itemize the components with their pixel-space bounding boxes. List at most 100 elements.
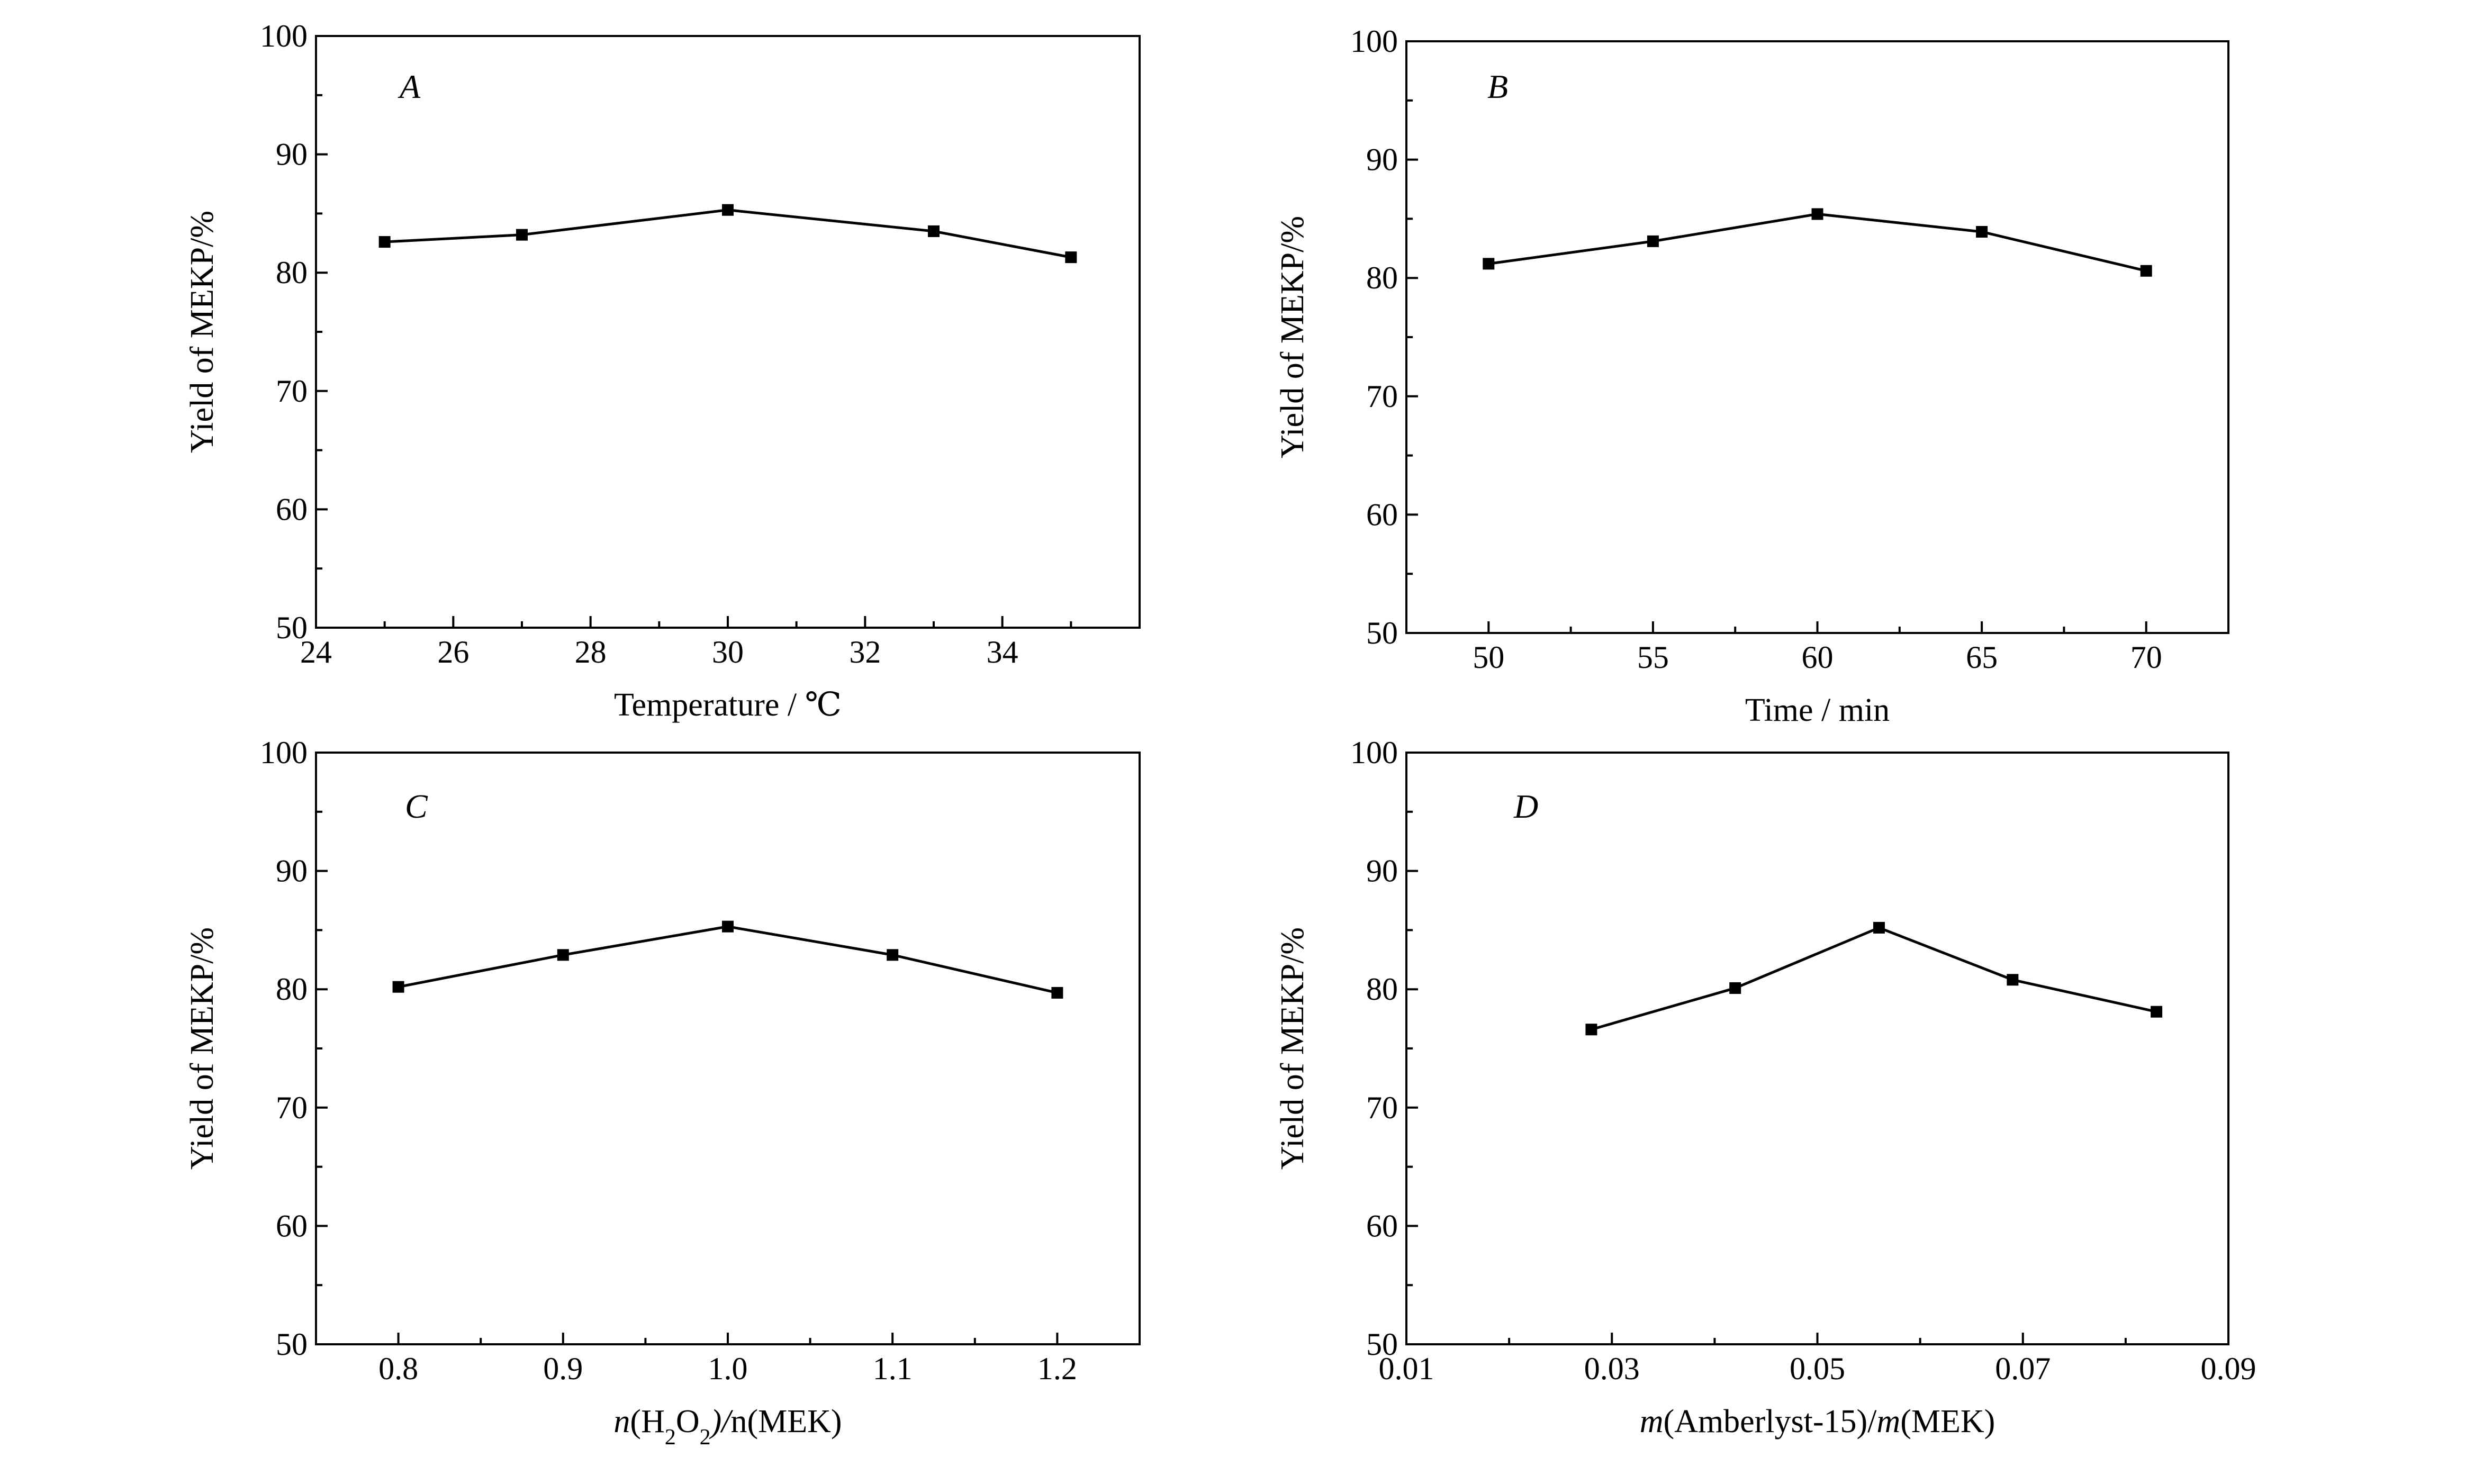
chart-panel-c: 50 60 70 80 90 100 0.8 0.9 1.0 1.1 1.2 C Yield of ME…: [184, 735, 1141, 1450]
x-tick-label: 50: [1473, 640, 1504, 675]
x-tick-label: 0.01: [1379, 1351, 1434, 1386]
data-point: [2140, 265, 2152, 277]
y-tick-label: 50: [276, 1327, 308, 1362]
x-tick-label: 0.8: [378, 1351, 418, 1386]
plot-frame: [315, 752, 1141, 1345]
y-tick-label: 70: [1366, 1090, 1398, 1125]
data-point: [1976, 225, 1988, 238]
series-line: [398, 925, 1058, 994]
series-line: [1591, 926, 2157, 1031]
x-tick-label: 0.09: [2201, 1351, 2256, 1386]
panel-letter: A: [398, 68, 421, 105]
x-tick-label: 1.2: [1037, 1351, 1077, 1386]
y-tick-label: 80: [1366, 260, 1398, 295]
y-tick-label: 90: [1366, 142, 1398, 177]
x-axis-label: m(Amberlyst-15)/m(MEK): [1640, 1404, 1996, 1440]
panel-letter: D: [1513, 788, 1538, 825]
data-point: [722, 920, 734, 933]
x-axis-label: Temperature / ℃: [614, 687, 842, 723]
y-tick-label: 60: [276, 1208, 308, 1243]
y-axis-label: Yield of MEKP/%: [1275, 927, 1311, 1170]
y-tick-label: 50: [276, 610, 308, 645]
data-point: [1729, 982, 1741, 994]
x-axis-label-part: (H: [630, 1404, 664, 1440]
data-point: [1873, 921, 1885, 934]
x-axis-label-part: n: [613, 1404, 630, 1440]
data-point: [516, 229, 528, 241]
chart-panel-b: 50 60 70 80 90 100 50 55 60 65 70 B Yield of MEKP/% T…: [1275, 24, 2229, 728]
x-tick-label: 34: [987, 635, 1018, 669]
y-tick-label: 50: [1366, 1327, 1398, 1362]
x-axis-label-part: 2: [700, 1425, 711, 1450]
x-tick-label: 65: [1966, 640, 1998, 675]
x-axis-label-part: (MEK): [1900, 1404, 1995, 1440]
y-axis-label: Yield of MEKP/%: [184, 927, 220, 1170]
y-axis-label: Yield of MEKP/%: [184, 211, 220, 453]
y-tick-label: 60: [1366, 497, 1398, 532]
x-tick-label: 0.03: [1584, 1351, 1640, 1386]
chart-panel-a: 50 60 70 80 90 100 24 26 28 30 32 34 A Yield of MEKP/…: [184, 19, 1141, 723]
x-tick-label: 1.1: [873, 1351, 913, 1386]
data-point: [557, 949, 569, 961]
y-tick-label: 70: [1366, 379, 1398, 414]
data-point: [1647, 235, 1659, 247]
panel-letter: B: [1487, 68, 1508, 105]
data-point: [2007, 974, 2019, 986]
y-tick-label: 60: [1366, 1208, 1398, 1243]
x-axis-label-part: (Amberlyst-15)/: [1664, 1404, 1877, 1440]
y-tick-label: 80: [276, 972, 308, 1007]
x-tick-label: 30: [712, 635, 744, 669]
data-point: [1483, 258, 1495, 270]
x-tick-label: 26: [437, 635, 469, 669]
x-tick-label: 32: [849, 635, 881, 669]
x-axis-label-part: (MEK): [747, 1404, 842, 1440]
y-tick-label: 80: [1366, 972, 1398, 1007]
x-axis-label-part: O: [676, 1404, 700, 1440]
x-tick-label: 1.0: [708, 1351, 748, 1386]
data-point: [1051, 987, 1063, 999]
y-tick-label: 70: [276, 1090, 308, 1125]
x-tick-label: 0.05: [1790, 1351, 1845, 1386]
x-tick-label: 24: [300, 635, 332, 669]
y-tick-label: 100: [1350, 24, 1398, 59]
y-tick-label: 90: [276, 854, 308, 889]
x-axis-label-part: m: [1640, 1404, 1664, 1440]
y-tick-label: 50: [1366, 616, 1398, 650]
x-tick-label: 0.9: [543, 1351, 583, 1386]
x-tick-label: 0.07: [1995, 1351, 2051, 1386]
plot-frame: [315, 35, 1141, 629]
series-line: [384, 209, 1071, 259]
data-point: [887, 949, 899, 961]
y-tick-label: 100: [260, 735, 308, 770]
plot-frame: [1405, 752, 2229, 1345]
data-point: [2151, 1006, 2163, 1018]
x-tick-label: 70: [2130, 640, 2162, 675]
y-tick-label: 100: [260, 19, 308, 53]
chart-panel-d: 50 60 70 80 90 100 0.01 0.03 0.05 0.07 0.09 D Yield …: [1275, 735, 2256, 1440]
x-axis-label-part: )/: [709, 1404, 734, 1440]
panel-letter: C: [405, 788, 428, 825]
data-point: [1811, 208, 1823, 220]
x-tick-label: 28: [575, 635, 607, 669]
y-tick-label: 90: [1366, 854, 1398, 889]
data-point: [378, 236, 391, 248]
y-tick-label: 60: [276, 492, 308, 527]
x-tick-label: 55: [1637, 640, 1669, 675]
series-line: [1488, 212, 2147, 273]
x-tick-label: 60: [1802, 640, 1834, 675]
plot-frame: [1405, 40, 2229, 634]
data-point: [722, 204, 734, 216]
x-axis-label: n(H2O2)/n(MEK): [613, 1404, 842, 1450]
x-axis-label: Time / min: [1745, 692, 1890, 728]
x-axis-label-part: 2: [665, 1425, 676, 1450]
data-point: [1585, 1024, 1597, 1036]
data-point: [928, 225, 940, 237]
y-axis-label: Yield of MEKP/%: [1275, 216, 1311, 458]
y-tick-label: 100: [1350, 735, 1398, 770]
data-point: [392, 981, 404, 993]
x-axis-label-part: m: [1876, 1404, 1900, 1440]
data-point: [1065, 251, 1077, 264]
y-tick-label: 90: [276, 137, 308, 172]
y-tick-label: 70: [276, 374, 308, 409]
